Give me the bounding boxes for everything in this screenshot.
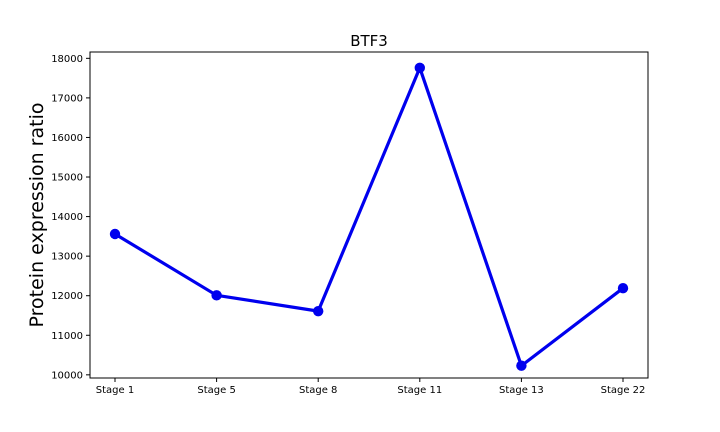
- y-tick-label: 10000: [51, 370, 83, 381]
- data-point: [516, 360, 527, 371]
- y-tick-label: 13000: [51, 252, 83, 263]
- data-point: [414, 62, 425, 74]
- x-tick-label: Stage 22: [601, 385, 646, 396]
- data-point: [109, 228, 121, 240]
- chart-title: BTF3: [350, 32, 388, 50]
- x-tick-label: Stage 1: [96, 385, 134, 396]
- y-axis-label: Protein expression ratio: [26, 103, 48, 328]
- y-tick-label: 18000: [51, 54, 83, 65]
- y-tick-label: 17000: [51, 93, 83, 104]
- x-tick-label: Stage 5: [197, 385, 235, 396]
- y-tick-label: 14000: [51, 212, 83, 223]
- data-point: [313, 305, 324, 317]
- data-point: [211, 290, 222, 301]
- y-tick-label: 11000: [51, 331, 83, 342]
- y-tick-label: 16000: [51, 133, 83, 144]
- y-tick-label: 15000: [51, 173, 83, 184]
- series-line: [113, 66, 625, 368]
- x-tick-label: Stage 13: [499, 385, 544, 396]
- plot-area: 10000 11000 12000 13000 14000 15000 16000 17000…: [51, 51, 649, 396]
- plot-frame: [89, 51, 649, 379]
- y-tick-label: 12000: [51, 291, 83, 302]
- x-tick-label: Stage 11: [397, 385, 442, 396]
- data-point: [617, 282, 629, 294]
- x-tick-label: Stage 8: [299, 385, 337, 396]
